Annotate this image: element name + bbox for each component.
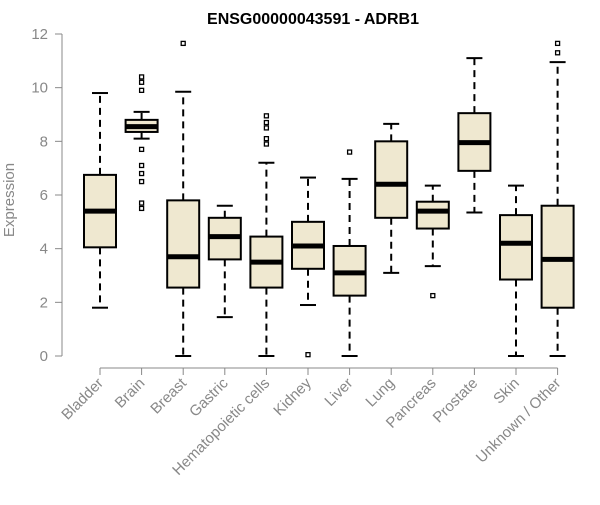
- outlier-point: [138, 79, 145, 85]
- box-brain: [124, 74, 159, 212]
- iqr-box: [499, 214, 533, 281]
- x-tick-label: Brain: [112, 375, 149, 412]
- x-tick-label: Liver: [321, 375, 356, 410]
- outlier-point: [346, 149, 353, 155]
- outlier-point: [263, 141, 270, 147]
- outlier-point: [138, 200, 145, 206]
- iqr-box: [540, 204, 575, 309]
- box-breast: [166, 40, 201, 357]
- outlier-point: [305, 352, 311, 358]
- iqr-box: [374, 140, 409, 219]
- outlier-point: [180, 40, 186, 47]
- x-tick-label: Breast: [147, 374, 190, 417]
- x-tick-label: Kidney: [270, 374, 315, 419]
- y-tick-label: 4: [40, 241, 48, 258]
- outlier-point: [138, 205, 145, 212]
- y-tick-label: 2: [40, 294, 48, 311]
- box-bladder: [83, 92, 117, 309]
- y-tick-label: 10: [31, 80, 48, 97]
- box-prostate: [457, 57, 492, 214]
- chart-title: ENSG00000043591 - ADRB1: [207, 11, 419, 28]
- outlier-point: [138, 170, 145, 177]
- outlier-point: [430, 292, 436, 299]
- outlier-point: [554, 40, 561, 47]
- box-kidney: [291, 176, 325, 358]
- outlier-point: [554, 50, 561, 56]
- box-hematopoietic-cells: [249, 113, 284, 357]
- outlier-point: [138, 87, 145, 93]
- outlier-point: [263, 119, 270, 126]
- x-tick-label: Bladder: [58, 375, 107, 424]
- box-unknown-other: [540, 40, 575, 357]
- y-axis-label: Expression: [1, 163, 18, 237]
- outlier-point: [138, 146, 145, 153]
- y-tick-label: 0: [40, 348, 48, 365]
- box-liver: [332, 149, 367, 357]
- outlier-point: [263, 125, 270, 131]
- outlier-point: [138, 178, 145, 185]
- box-lung: [374, 122, 409, 274]
- x-tick-label: Prostate: [430, 375, 482, 427]
- y-tick-label: 6: [40, 187, 48, 204]
- outlier-point: [138, 162, 145, 169]
- outlier-point: [138, 74, 145, 80]
- iqr-box: [415, 200, 450, 230]
- box-pancreas: [415, 184, 450, 299]
- box-skin: [499, 184, 533, 357]
- x-tick-label: Skin: [490, 375, 523, 408]
- iqr-box: [166, 199, 201, 289]
- y-tick-label: 8: [40, 133, 48, 150]
- box-series: [83, 40, 575, 358]
- y-tick-label: 12: [31, 26, 48, 43]
- y-axis: 0 2 4 6 8 10 12: [31, 26, 63, 365]
- x-tick-label: Lung: [362, 375, 398, 411]
- box-gastric: [207, 204, 242, 319]
- outlier-point: [263, 135, 270, 142]
- outlier-point: [263, 113, 270, 119]
